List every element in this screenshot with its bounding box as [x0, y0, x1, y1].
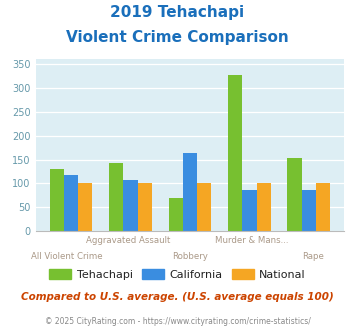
- Bar: [316, 183, 330, 231]
- Bar: [138, 183, 152, 231]
- Bar: [197, 183, 211, 231]
- Text: Compared to U.S. average. (U.S. average equals 100): Compared to U.S. average. (U.S. average …: [21, 292, 334, 302]
- Text: Robbery: Robbery: [172, 252, 208, 261]
- Bar: [123, 180, 138, 231]
- Text: 2019 Tehachapi: 2019 Tehachapi: [110, 5, 245, 20]
- Text: © 2025 CityRating.com - https://www.cityrating.com/crime-statistics/: © 2025 CityRating.com - https://www.city…: [45, 317, 310, 326]
- Text: Violent Crime Comparison: Violent Crime Comparison: [66, 30, 289, 45]
- Bar: [242, 190, 257, 231]
- Bar: [64, 175, 78, 231]
- Bar: [109, 163, 123, 231]
- Text: All Violent Crime: All Violent Crime: [31, 252, 102, 261]
- Bar: [183, 153, 197, 231]
- Legend: Tehachapi, California, National: Tehachapi, California, National: [45, 265, 310, 284]
- Bar: [78, 183, 92, 231]
- Text: Murder & Mans...: Murder & Mans...: [215, 236, 289, 245]
- Text: Rape: Rape: [302, 252, 324, 261]
- Bar: [169, 198, 183, 231]
- Text: Aggravated Assault: Aggravated Assault: [86, 236, 170, 245]
- Bar: [50, 169, 64, 231]
- Bar: [288, 158, 302, 231]
- Bar: [257, 183, 271, 231]
- Bar: [228, 75, 242, 231]
- Bar: [302, 189, 316, 231]
